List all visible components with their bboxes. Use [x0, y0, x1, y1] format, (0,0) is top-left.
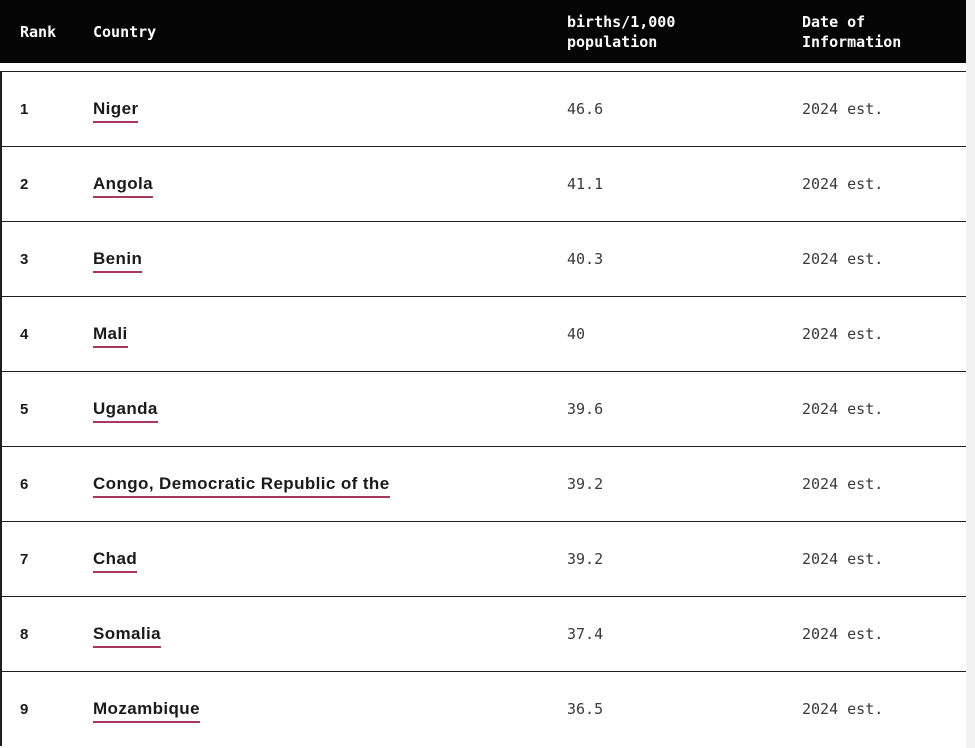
- rank-cell: 8: [20, 625, 29, 643]
- date-of-information-cell: 2024 est.: [802, 700, 884, 718]
- table-row: 5 Uganda 39.6 2024 est.: [2, 371, 966, 446]
- table-row: 6 Congo, Democratic Republic of the 39.2…: [2, 446, 966, 521]
- date-of-information-cell: 2024 est.: [802, 475, 884, 493]
- rank-cell: 7: [20, 550, 29, 568]
- column-header-rank: Rank: [20, 22, 57, 41]
- date-of-information-cell: 2024 est.: [802, 625, 884, 643]
- date-of-information-cell: 2024 est.: [802, 400, 884, 418]
- births-value-cell: 39.2: [567, 475, 604, 493]
- country-cell: Niger: [93, 99, 567, 123]
- table-row: 2 Angola 41.1 2024 est.: [2, 146, 966, 221]
- date-of-information-cell: 2024 est.: [802, 250, 884, 268]
- column-header-country: Country: [93, 22, 157, 41]
- country-link[interactable]: Mali: [93, 324, 128, 348]
- country-link[interactable]: Chad: [93, 549, 138, 573]
- country-link[interactable]: Niger: [93, 99, 139, 123]
- rank-cell: 6: [20, 475, 29, 493]
- date-of-information-cell: 2024 est.: [802, 325, 884, 343]
- births-value-cell: 40: [567, 325, 586, 343]
- table-header: Rank Country births/1,000 population Dat…: [0, 0, 966, 63]
- table-body: 1 Niger 46.6 2024 est. 2 Angola 41.1 202…: [2, 71, 966, 746]
- country-link[interactable]: Uganda: [93, 399, 158, 423]
- births-value-cell: 40.3: [567, 250, 604, 268]
- table-row: 4 Mali 40 2024 est.: [2, 296, 966, 371]
- rank-cell: 9: [20, 700, 29, 718]
- country-cell: Somalia: [93, 624, 567, 648]
- rank-cell: 3: [20, 250, 29, 268]
- rank-cell: 1: [20, 100, 29, 118]
- column-header-date-label: Date of Information: [802, 12, 902, 51]
- country-link[interactable]: Mozambique: [93, 699, 200, 723]
- rank-cell: 4: [20, 325, 29, 343]
- rank-cell: 5: [20, 400, 29, 418]
- page-right-gutter: [966, 0, 975, 748]
- date-of-information-cell: 2024 est.: [802, 175, 884, 193]
- table-body-border: 1 Niger 46.6 2024 est. 2 Angola 41.1 202…: [0, 71, 966, 746]
- table-row: 7 Chad 39.2 2024 est.: [2, 521, 966, 596]
- births-value-cell: 41.1: [567, 175, 604, 193]
- births-value-cell: 36.5: [567, 700, 604, 718]
- births-value-cell: 39.6: [567, 400, 604, 418]
- births-value-cell: 46.6: [567, 100, 604, 118]
- country-cell: Mali: [93, 324, 567, 348]
- country-cell: Angola: [93, 174, 567, 198]
- column-header-date-of-information: Date of Information: [802, 12, 966, 52]
- births-value-cell: 37.4: [567, 625, 604, 643]
- date-of-information-cell: 2024 est.: [802, 550, 884, 568]
- country-cell: Mozambique: [93, 699, 567, 723]
- date-of-information-cell: 2024 est.: [802, 100, 884, 118]
- rank-cell: 2: [20, 175, 29, 193]
- country-link[interactable]: Benin: [93, 249, 143, 273]
- country-link[interactable]: Somalia: [93, 624, 161, 648]
- column-header-births-label: births/1,000 population: [567, 12, 676, 51]
- table-row: 1 Niger 46.6 2024 est.: [2, 71, 966, 146]
- country-cell: Benin: [93, 249, 567, 273]
- country-link[interactable]: Congo, Democratic Republic of the: [93, 474, 390, 498]
- table-row: 3 Benin 40.3 2024 est.: [2, 221, 966, 296]
- table-row: 8 Somalia 37.4 2024 est.: [2, 596, 966, 671]
- births-value-cell: 39.2: [567, 550, 604, 568]
- column-header-births-per-1000: births/1,000 population: [567, 12, 802, 52]
- table-row: 9 Mozambique 36.5 2024 est.: [2, 671, 966, 746]
- country-cell: Uganda: [93, 399, 567, 423]
- country-link[interactable]: Angola: [93, 174, 154, 198]
- country-cell: Chad: [93, 549, 567, 573]
- country-cell: Congo, Democratic Republic of the: [93, 474, 567, 498]
